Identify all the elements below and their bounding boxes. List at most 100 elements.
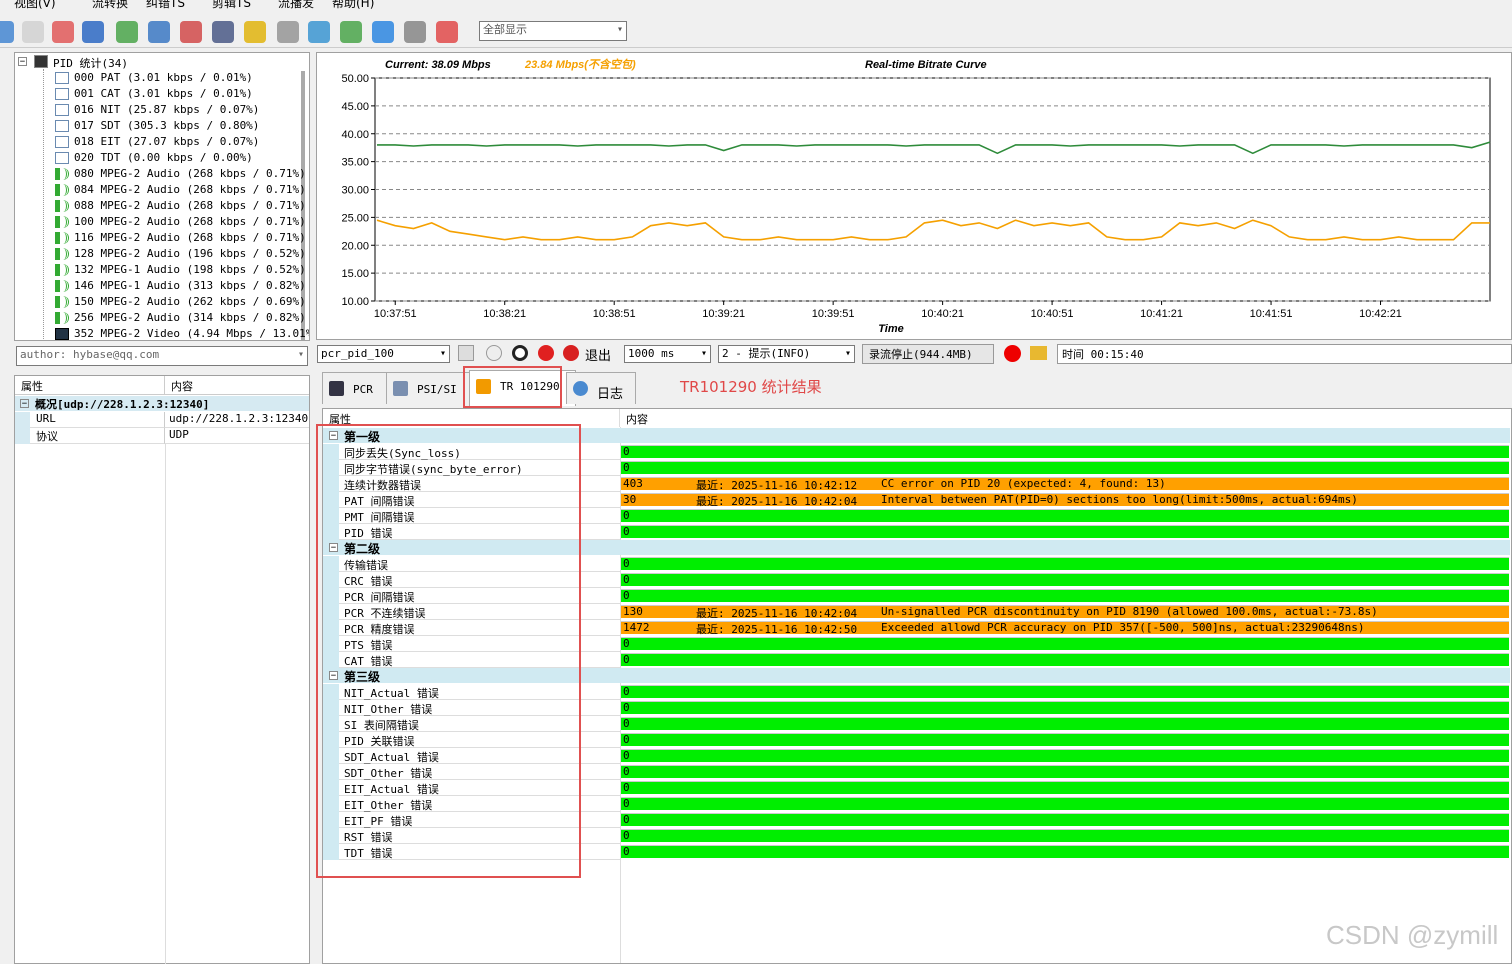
tab[interactable]: PCR — [322, 372, 387, 404]
properties-panel: 属性 内容 概况[udp://228.1.2.3:12340] − URL udp://2… — [14, 375, 310, 964]
row-gutter — [323, 700, 339, 716]
menu-item[interactable]: 流转换 — [92, 0, 129, 10]
toolbar-button[interactable] — [22, 21, 44, 43]
menu-item[interactable]: 视图(V) — [14, 0, 56, 10]
row-gutter — [15, 428, 30, 444]
menu-bar: 视图(V) 流转换 纠错TS 剪辑TS 流播发 帮助(H) — [0, 0, 1512, 10]
toolbar-button[interactable] — [308, 21, 330, 43]
toolbar-button[interactable] — [436, 21, 458, 43]
tree-item[interactable]: 352 MPEG-2 Video (4.94 Mbps / 13.01%) — [74, 327, 310, 340]
error-count: 0 — [623, 445, 630, 458]
row-gutter — [323, 684, 339, 700]
tree-item[interactable]: 017 SDT (305.3 kbps / 0.80%) — [74, 119, 260, 132]
check-name: 传输错误 — [339, 556, 620, 572]
tree-item[interactable]: 018 EIT (27.07 kbps / 0.07%) — [74, 135, 260, 148]
toolbar-button[interactable] — [372, 21, 394, 43]
status-bar: 0 — [621, 717, 1509, 730]
tab-label: PSI/SI — [417, 383, 457, 396]
row-gutter — [323, 572, 339, 588]
toolbar-button[interactable] — [340, 21, 362, 43]
x-tick-label: 10:40:51 — [1031, 308, 1074, 320]
toolbar-button[interactable] — [0, 21, 14, 43]
stop-button[interactable] — [512, 345, 528, 361]
bitrate-chart: 10.00 15.00 20.00 25.00 30.00 35.00 40.00 45.00… — [341, 58, 1491, 335]
status-bar: 30 最近: 2025-11-16 10:42:04 Interval betwee… — [621, 493, 1509, 508]
error-count: 0 — [623, 637, 630, 650]
check-name: PAT 间隔错误 — [339, 492, 620, 508]
author-field[interactable]: author: hybase@qq.com — [16, 346, 308, 366]
toolbar-button[interactable] — [277, 21, 299, 43]
highlight-box — [463, 366, 562, 408]
status-bar: 0 — [621, 637, 1509, 650]
tree-toggle[interactable]: − — [18, 57, 27, 67]
toolbar-button[interactable] — [404, 21, 426, 43]
prop-value: UDP — [165, 428, 309, 444]
icon-button[interactable] — [458, 345, 474, 361]
row-gutter — [323, 748, 339, 764]
toolbar-button[interactable] — [244, 21, 266, 43]
status-bar: 0 — [621, 701, 1509, 714]
tree-item[interactable]: 256 MPEG-2 Audio (314 kbps / 0.82%) — [74, 311, 306, 324]
tree-item[interactable]: 128 MPEG-2 Audio (196 kbps / 0.52%) — [74, 247, 306, 260]
menu-item[interactable]: 流播发 — [278, 0, 315, 10]
minus-button[interactable] — [538, 345, 554, 361]
header-cell: 内容 — [626, 413, 648, 426]
tree-item[interactable]: 080 MPEG-2 Audio (268 kbps / 0.71%) — [74, 167, 306, 180]
tree-item[interactable]: 132 MPEG-1 Audio (198 kbps / 0.52%) — [74, 263, 306, 276]
exit-button[interactable]: 退出 — [585, 349, 612, 364]
interval-select[interactable]: 1000 ms — [624, 345, 711, 363]
toolbar-button[interactable] — [116, 21, 138, 43]
scrollbar[interactable] — [301, 71, 305, 340]
toolbar-button[interactable] — [180, 21, 202, 43]
status-bar: 0 — [621, 765, 1509, 778]
tree-toggle[interactable]: − — [329, 671, 338, 681]
toolbar-button[interactable] — [52, 21, 74, 43]
tree-item[interactable]: 146 MPEG-1 Audio (313 kbps / 0.82%) — [74, 279, 306, 292]
pcr-select[interactable]: pcr_pid_100 — [317, 345, 450, 363]
error-count: 0 — [623, 701, 630, 714]
latest-time: 最近: 2025-11-16 10:42:50 — [696, 623, 858, 636]
tree-icon — [55, 136, 69, 148]
folder-button[interactable] — [1030, 346, 1047, 360]
tree-item[interactable]: 016 NIT (25.87 kbps / 0.07%) — [74, 103, 260, 116]
tree-icon — [55, 232, 69, 244]
tree-item[interactable]: 088 MPEG-2 Audio (268 kbps / 0.71%) — [74, 199, 306, 212]
status-bar: 0 — [621, 573, 1509, 586]
tab[interactable]: 日志 — [566, 372, 636, 404]
legend-label: Current: 38.09 Mbps — [385, 59, 491, 71]
check-name: PCR 不连续错误 — [339, 604, 620, 620]
tree-item[interactable]: 084 MPEG-2 Audio (268 kbps / 0.71%) — [74, 183, 306, 196]
record-button[interactable] — [1004, 345, 1021, 362]
tab[interactable]: PSI/SI — [386, 372, 472, 404]
menu-item[interactable]: 纠错TS — [146, 0, 185, 10]
tree-item[interactable]: 001 CAT (3.01 kbps / 0.01%) — [74, 87, 253, 100]
tree-icon — [55, 120, 69, 132]
tree-toggle[interactable]: − — [20, 399, 29, 409]
toolbar-button[interactable] — [148, 21, 170, 43]
tab-icon — [393, 381, 408, 396]
x-tick-label: 10:41:51 — [1250, 308, 1293, 320]
tree-item[interactable]: 100 MPEG-2 Audio (268 kbps / 0.71%) — [74, 215, 306, 228]
error-count: 0 — [623, 653, 630, 666]
error-count: 0 — [623, 573, 630, 586]
tree-item[interactable]: 020 TDT (0.00 kbps / 0.00%) — [74, 151, 253, 164]
tree-icon — [55, 264, 69, 276]
tree-toggle[interactable]: − — [329, 543, 338, 553]
status-bar: 0 — [621, 461, 1509, 474]
tree-item[interactable]: 000 PAT (3.01 kbps / 0.01%) — [74, 71, 253, 84]
menu-item[interactable]: 帮助(H) — [332, 0, 375, 10]
group-row: 第三级 — [323, 668, 1510, 684]
tree-item[interactable]: 150 MPEG-2 Audio (262 kbps / 0.69%) — [74, 295, 306, 308]
play-button[interactable] — [486, 345, 502, 361]
log-level-select[interactable]: 2 - 提示(INFO) — [718, 345, 855, 363]
toolbar: 全部显示 — [0, 18, 1512, 48]
error-count: 0 — [623, 797, 630, 810]
display-select[interactable]: 全部显示 — [479, 21, 627, 41]
y-tick-label: 30.00 — [341, 185, 369, 197]
tree-toggle[interactable]: − — [329, 431, 338, 441]
menu-item[interactable]: 剪辑TS — [212, 0, 251, 10]
tree-item[interactable]: 116 MPEG-2 Audio (268 kbps / 0.71%) — [74, 231, 306, 244]
toolbar-button[interactable] — [212, 21, 234, 43]
toolbar-button[interactable] — [82, 21, 104, 43]
error-count: 0 — [623, 557, 630, 570]
